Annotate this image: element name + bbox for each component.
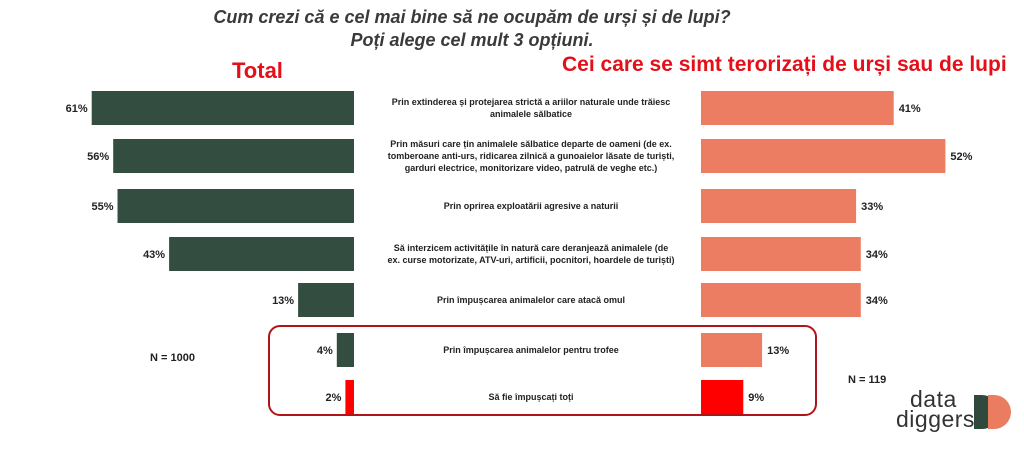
category-label-line: garduri electrice, monitorizare video, p… [405,163,658,173]
segment-bar [701,283,861,317]
sample-size-segment: N = 119 [848,374,887,386]
chart-title-line2: Poți alege cel mult 3 opțiuni. [350,30,594,50]
segment-bar [701,333,763,367]
segment-value-label: 9% [748,392,764,404]
total-value-label: 55% [91,201,113,213]
total-value-label: 43% [143,249,165,261]
category-label-line: ex. curse motorizate, ATV-uri, artificii… [387,255,674,265]
segment-bar [701,237,861,271]
category-label-line: Prin oprirea exploatării agresive a natu… [444,201,619,211]
segment-value-label: 34% [866,249,888,261]
total-value-label: 2% [325,392,341,404]
category-label: Prin extinderea și protejarea strictă a … [392,97,671,119]
category-label: Prin măsuri care țin animalele sălbatice… [388,139,675,173]
segment-bar [701,139,946,173]
category-label: Prin împușcarea animalelor care atacă om… [437,295,625,305]
total-bar [345,380,354,414]
category-label-line: Prin măsuri care țin animalele sălbatice… [390,139,672,149]
category-label-line: Să fie împușcați toți [488,392,573,402]
total-bar [117,189,354,223]
segment-value-label: 33% [861,201,883,213]
segment-value-label: 41% [899,103,921,115]
category-label-line: Prin împușcarea animalelor care atacă om… [437,295,625,305]
highlight-box [268,325,817,416]
total-value-label: 4% [317,345,333,357]
category-label-line: Prin extinderea și protejarea strictă a … [392,97,671,107]
logo-mark-icon [974,395,1011,429]
category-label: Prin împușcarea animalelor pentru trofee [443,345,619,355]
segment-value-label: 52% [950,151,972,163]
total-bar [169,237,354,271]
category-label: Să fie împușcați toți [488,392,573,402]
total-value-label: 61% [66,103,88,115]
chart-title-line1: Cum crezi că e cel mai bine să ne ocupăm… [213,7,731,27]
total-value-label: 13% [272,295,294,307]
segment-bar [701,91,894,125]
category-label: Să interzicem activitățile în natură car… [387,243,674,265]
category-label-line: Să interzicem activitățile în natură car… [394,243,669,253]
total-bar [298,283,354,317]
segment-value-label: 34% [866,295,888,307]
category-label-line: tomberoane anti-urs, ridicarea zilnică a… [388,151,675,161]
sample-size-total: N = 1000 [150,352,195,364]
total-header: Total [232,58,283,83]
segment-bar [701,189,857,223]
category-label-line: Prin împușcarea animalelor pentru trofee [443,345,619,355]
total-bar [336,333,354,367]
segment-header: Cei care se simt terorizați de urși sau … [562,53,1007,76]
total-value-label: 56% [87,151,109,163]
total-bar [113,139,354,173]
segment-value-label: 13% [767,345,789,357]
logo-word-diggers: diggers [896,406,975,432]
category-label: Prin oprirea exploatării agresive a natu… [444,201,619,211]
segment-bar [701,380,744,414]
data-diggers-logo: data diggers [896,387,1016,439]
total-bar [91,91,354,125]
category-label-line: animalele sălbatice [490,109,572,119]
logo-word-data: data [910,386,957,412]
